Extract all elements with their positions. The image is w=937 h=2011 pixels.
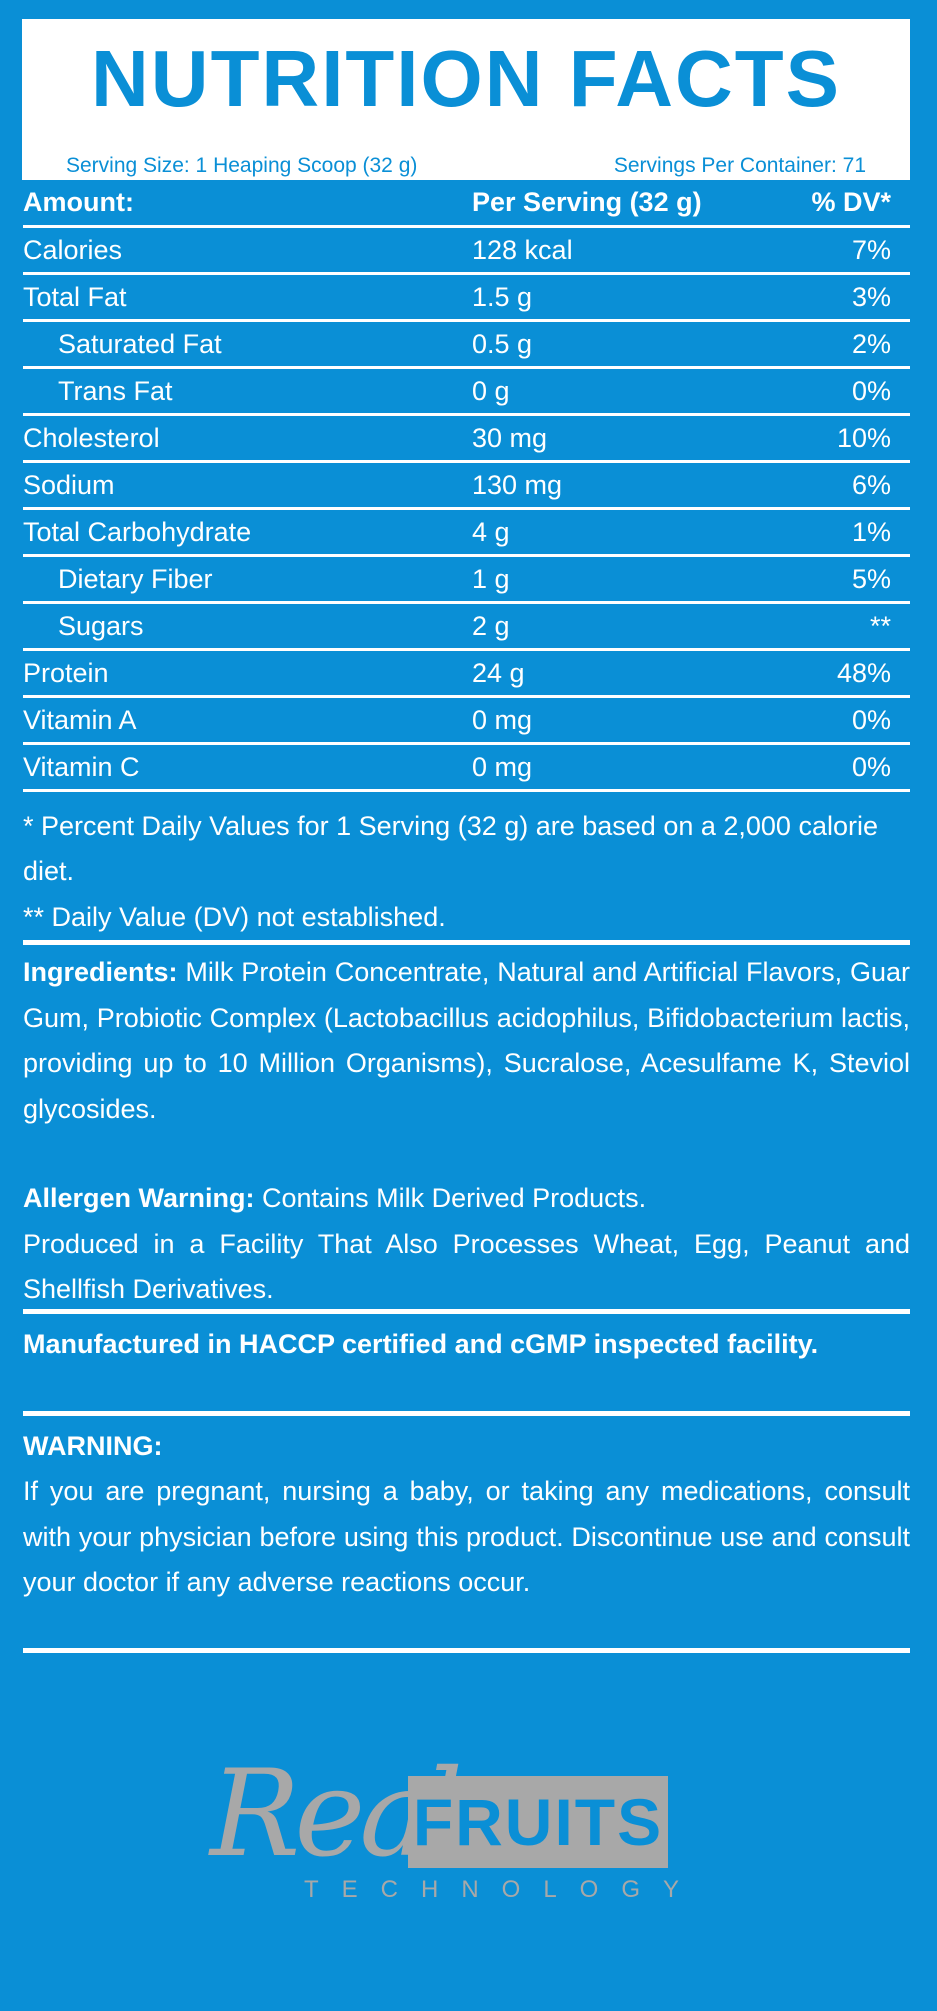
ingredients-text: Milk Protein Concentrate, Natural and Ar… [23, 957, 910, 1124]
nutrient-amount: 0 g [472, 376, 510, 406]
nutrient-amount: 0.5 g [472, 329, 533, 359]
column-header-dv: % DV* [811, 187, 891, 217]
nutrient-name: Sodium [23, 470, 115, 500]
divider [23, 1309, 910, 1314]
serving-size: Serving Size: 1 Heaping Scoop (32 g) [66, 154, 418, 177]
nutrient-name: Sugars [58, 611, 144, 641]
nutrient-amount: 1 g [472, 564, 510, 594]
warning-label: WARNING: [23, 1431, 163, 1461]
nutrient-name: Calories [23, 235, 123, 265]
nutrient-name: Saturated Fat [58, 329, 222, 359]
table-row: Sugars 2 g ** [23, 604, 910, 651]
nutrient-dv: 0% [851, 376, 891, 406]
nutrient-dv: 0% [851, 705, 891, 735]
nutrient-name: Vitamin C [23, 752, 140, 782]
table-row: Dietary Fiber 1 g 5% [23, 557, 910, 604]
nutrient-dv: 6% [851, 470, 891, 500]
divider [23, 940, 910, 945]
footnote-2: ** Daily Value (DV) not established. [23, 902, 446, 932]
real-fruits-logo: Real FRUITS TECHNOLOGY [210, 1740, 710, 1920]
table-row: Vitamin C 0 mg 0% [23, 745, 910, 792]
allergen-label: Allergen Warning: [23, 1183, 255, 1213]
ingredients: Ingredients: Milk Protein Concentrate, N… [23, 950, 910, 1132]
ingredients-label: Ingredients: [23, 957, 178, 987]
nutrient-dv: 5% [851, 564, 891, 594]
nutrient-name: Cholesterol [23, 423, 160, 453]
divider [23, 1411, 910, 1416]
table-row: Total Fat 1.5 g 3% [23, 275, 910, 322]
nutrient-amount: 0 mg [472, 705, 533, 735]
nutrient-name: Total Fat [23, 282, 127, 312]
table-row: Saturated Fat 0.5 g 2% [23, 322, 910, 369]
nutrient-name: Protein [23, 658, 109, 688]
nutrient-name: Trans Fat [58, 376, 173, 406]
nutrient-amount: 130 mg [472, 470, 563, 500]
table-row: Trans Fat 0 g 0% [23, 369, 910, 416]
nutrient-name: Vitamin A [23, 705, 137, 735]
nutrient-dv: 1% [851, 517, 891, 547]
nutrient-amount: 30 mg [472, 423, 548, 453]
footnote-1: * Percent Daily Values for 1 Serving (32… [23, 811, 878, 886]
logo-fruits-box: FRUITS [408, 1776, 668, 1868]
warning-text: If you are pregnant, nursing a baby, or … [23, 1476, 910, 1597]
nutrient-amount: 0 mg [472, 752, 533, 782]
nutrient-dv: 7% [851, 235, 891, 265]
nutrient-name: Total Carbohydrate [23, 517, 252, 547]
nutrient-amount: 4 g [472, 517, 510, 547]
servings-per-container: Servings Per Container: 71 [613, 154, 866, 177]
allergen-text: Contains Milk Derived Products. [254, 1183, 647, 1213]
nutrition-header: NUTRITION FACTS Serving Size: 1 Heaping … [22, 19, 910, 180]
table-row: Total Carbohydrate 4 g 1% [23, 510, 910, 557]
nutrient-dv: 3% [851, 282, 891, 312]
manufactured-statement: Manufactured in HACCP certified and cGMP… [23, 1329, 819, 1359]
table-row: Protein 24 g 48% [23, 651, 910, 698]
column-header-amount: Amount: [23, 187, 134, 217]
logo-technology: TECHNOLOGY [304, 1876, 703, 1903]
nutrient-amount: 128 kcal [472, 235, 573, 265]
nutrient-name: Dietary Fiber [58, 564, 213, 594]
nutrient-dv: ** [869, 611, 891, 641]
table-header: Amount: Per Serving (32 g) % DV* [23, 180, 910, 228]
table-row: Cholesterol 30 mg 10% [23, 416, 910, 463]
divider [23, 1648, 910, 1653]
column-header-per-serving: Per Serving (32 g) [472, 187, 702, 217]
table-row: Calories 128 kcal 7% [23, 228, 910, 275]
table-row: Vitamin A 0 mg 0% [23, 698, 910, 745]
nutrient-dv: 0% [851, 752, 891, 782]
allergen-facility-text: Produced in a Facility That Also Process… [23, 1228, 910, 1305]
nutrient-amount: 24 g [472, 658, 525, 688]
page-title: NUTRITION FACTS [91, 34, 841, 123]
table-row: Sodium 130 mg 6% [23, 463, 910, 510]
allergen-warning: Allergen Warning: Contains Milk Derived … [23, 1176, 910, 1313]
nutrient-dv: 10% [836, 423, 891, 453]
nutrient-dv: 48% [836, 658, 891, 688]
nutrient-amount: 1.5 g [472, 282, 533, 312]
nutrient-dv: 2% [851, 329, 891, 359]
nutrient-amount: 2 g [472, 611, 510, 641]
nutrition-table: Amount: Per Serving (32 g) % DV* Calorie… [23, 180, 910, 792]
